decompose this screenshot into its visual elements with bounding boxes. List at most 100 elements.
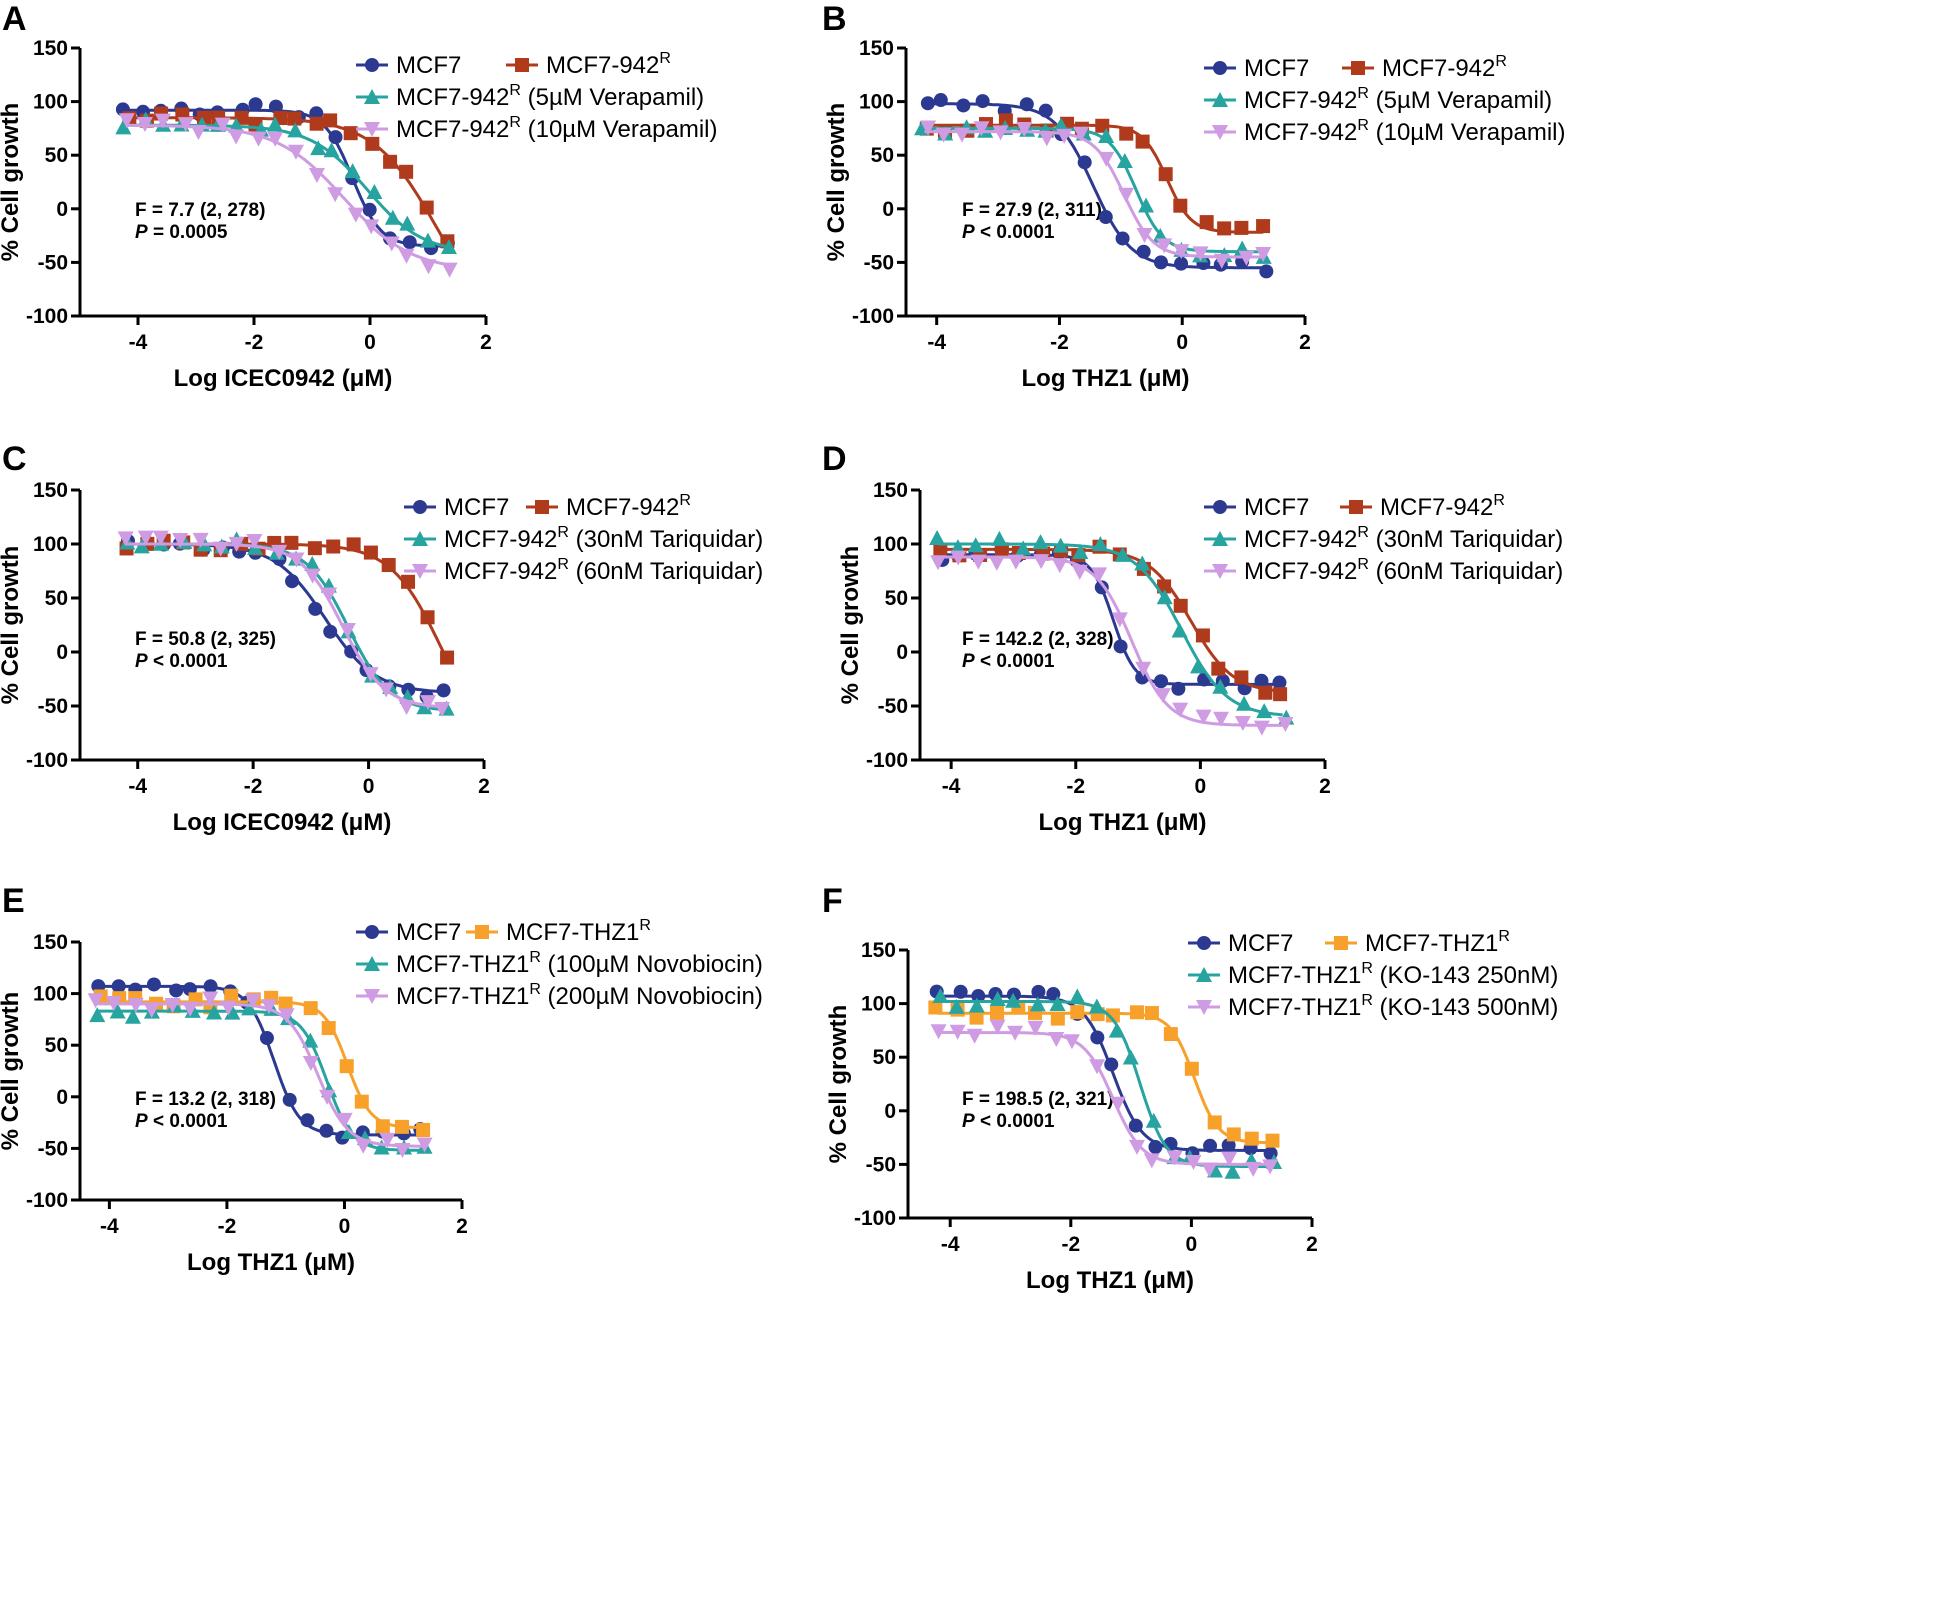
data-point (434, 701, 451, 717)
legend-label-base: MCF7-942 (546, 52, 659, 79)
data-point (246, 533, 263, 549)
data-point (303, 1001, 318, 1016)
x-tick-label: 2 (478, 775, 490, 798)
data-point (354, 1094, 369, 1109)
data-point (1245, 1161, 1262, 1177)
legend-label-base: MCF7 (444, 494, 509, 521)
data-point (956, 98, 971, 113)
legend-label-base: MCF7-942 (444, 526, 557, 553)
legend-marker (364, 89, 380, 104)
legend-marker (1351, 61, 1365, 75)
data-point (1108, 1022, 1125, 1038)
data-point (362, 202, 377, 217)
legend-label-suffix: (30nM Tariquidar) (1369, 526, 1563, 553)
legend-label-superscript: R (1357, 524, 1369, 541)
y-tick-label: 50 (45, 1034, 68, 1057)
data-point (394, 1119, 409, 1134)
x-tick-label: -2 (1061, 1233, 1080, 1256)
data-point (1154, 688, 1171, 704)
y-tick-label: 150 (861, 939, 896, 962)
legend-marker (412, 564, 428, 579)
data-point (1032, 534, 1049, 550)
data-point (164, 998, 181, 1014)
data-point (950, 550, 967, 566)
fit-curve-4 (126, 123, 447, 266)
data-point (1203, 1138, 1218, 1153)
stat-p-label: P (135, 651, 148, 672)
legend-marker (515, 58, 529, 72)
data-point (287, 111, 302, 126)
data-point (1049, 996, 1066, 1012)
data-point (1056, 128, 1073, 144)
data-point (975, 94, 990, 109)
x-tick-label: -2 (1050, 331, 1069, 354)
data-point (339, 623, 356, 639)
data-point (362, 667, 379, 683)
y-tick-label: 50 (873, 1046, 896, 1069)
data-point (1256, 219, 1271, 234)
stat-p-value: P < 0.0001 (135, 651, 228, 672)
data-point (1226, 1127, 1241, 1142)
legend-label-superscript: R (659, 50, 671, 67)
stat-p-number: = 0.0005 (153, 222, 228, 243)
data-point (1071, 564, 1088, 580)
data-point (998, 113, 1013, 128)
x-tick-label: -2 (1066, 775, 1085, 798)
data-point (401, 574, 416, 589)
legend-label-base: MCF7-942 (396, 116, 509, 143)
x-tick-label: -4 (128, 775, 147, 798)
y-tick-label: -100 (26, 1189, 68, 1212)
stat-p-label: P (135, 1111, 148, 1132)
stat-f-value: F = 13.2 (2, 318) (135, 1089, 276, 1110)
data-point (118, 113, 135, 129)
stat-p-label: P (962, 222, 975, 243)
y-tick-label: -50 (38, 251, 68, 274)
x-tick-label: -2 (244, 775, 263, 798)
data-point (1195, 628, 1210, 643)
data-point (308, 168, 325, 184)
legend-label-superscript: R (1495, 53, 1507, 70)
legend-label-base: MCF7-THZ1 (1365, 930, 1498, 957)
legend-label-suffix: (200µM Novobiocin) (541, 983, 763, 1010)
data-point (146, 977, 161, 992)
y-tick-label: 150 (859, 37, 894, 60)
data-point (169, 983, 184, 998)
data-point (1171, 681, 1186, 696)
data-point (127, 998, 144, 1014)
legend-label-superscript: R (529, 981, 541, 998)
data-point (1031, 984, 1046, 999)
legend-label-base: MCF7-THZ1 (1228, 962, 1361, 989)
y-tick-label: 0 (884, 1100, 896, 1123)
data-point (1007, 1025, 1024, 1041)
data-point (1199, 215, 1214, 230)
y-tick-label: -100 (852, 305, 894, 328)
data-point (930, 1024, 947, 1040)
data-point (326, 539, 341, 554)
legend-label-superscript: R (557, 556, 569, 573)
legend-label-base: MCF7-942 (1382, 55, 1495, 82)
data-point (1258, 685, 1273, 700)
data-point (953, 984, 968, 999)
data-point (379, 1132, 396, 1148)
data-point (966, 1028, 983, 1044)
data-point (309, 116, 324, 131)
legend-label-suffix: (10µM Verapamil) (521, 116, 718, 143)
stat-p-value: P < 0.0001 (962, 1111, 1055, 1132)
legend-marker (1349, 500, 1363, 514)
data-point (355, 1138, 372, 1154)
data-point (1116, 152, 1133, 168)
data-point (1114, 546, 1131, 562)
data-point (266, 116, 283, 132)
y-tick-label: -50 (38, 1137, 68, 1160)
data-point (1185, 1155, 1202, 1171)
data-point (1156, 589, 1173, 605)
y-tick-label: 150 (33, 37, 68, 60)
legend-label-base: MCF7-942 (444, 558, 557, 585)
stat-f-value: F = 50.8 (2, 325) (135, 629, 276, 650)
legend-label-base: MCF7-942 (1244, 526, 1357, 553)
data-point (1007, 554, 1024, 570)
data-point (378, 682, 395, 698)
data-point (398, 248, 415, 264)
data-point (287, 122, 304, 138)
